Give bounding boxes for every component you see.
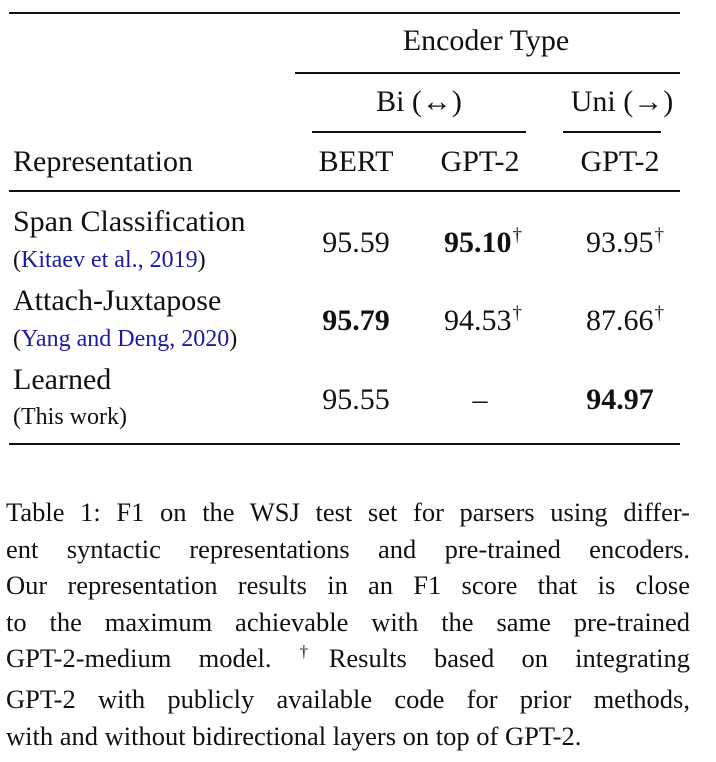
row-citation-kitaev[interactable]: (Kitaev et al., 2019) <box>13 247 206 273</box>
dagger-mark: † <box>654 303 665 324</box>
uni-header: Uni (→) <box>570 85 674 118</box>
dagger-mark: † <box>654 225 665 246</box>
row-note-this-work: (This work) <box>13 404 127 430</box>
caption-line: Our representation results in an F1 scor… <box>6 570 690 601</box>
table-caption: Table 1: F1 on the WSJ test set for pars… <box>6 494 690 754</box>
cell-attach-gpt2-uni: 87.66† <box>586 303 665 337</box>
gpt2-uni-column-header: GPT-2 <box>580 145 660 178</box>
cell-span-bert: 95.59 <box>322 226 390 259</box>
row-name-attach-juxtapose: Attach-Juxtapose <box>13 284 222 317</box>
cell-attach-gpt2-bi: 94.53† <box>444 303 523 337</box>
bert-column-header: BERT <box>318 145 394 178</box>
dagger-mark: † <box>299 642 329 662</box>
header-rule <box>9 190 680 192</box>
representation-header: Representation <box>13 145 193 178</box>
caption-line: with and without bidirectional layers on… <box>6 720 582 751</box>
encoder-type-underline <box>295 72 680 74</box>
cell-span-gpt2-uni: 93.95† <box>586 225 665 259</box>
dagger-mark: † <box>512 225 523 246</box>
caption-line: GPT-2-medium model. †Results based on in… <box>6 642 690 674</box>
caption-line: to the maximum achievable with the same … <box>6 606 690 637</box>
top-rule <box>9 12 680 14</box>
cell-learned-bert: 95.55 <box>322 383 390 416</box>
dagger-mark: † <box>512 303 523 324</box>
row-name-learned: Learned <box>13 363 112 396</box>
bi-header: Bi (↔) <box>376 85 462 118</box>
gpt2-bi-column-header: GPT-2 <box>440 145 520 178</box>
caption-line: GPT-2 with publicly available code for p… <box>6 683 690 714</box>
bottom-rule <box>9 443 680 445</box>
caption-line: ent syntactic representations and pre-tr… <box>6 533 690 564</box>
cell-attach-bert: 95.79 <box>322 304 390 337</box>
uni-underline <box>563 131 661 133</box>
caption-line: Table 1: F1 on the WSJ test set for pars… <box>6 497 690 527</box>
encoder-type-header: Encoder Type <box>402 24 570 57</box>
citation-link[interactable]: Yang and Deng, 2020 <box>21 326 230 352</box>
cell-learned-gpt2-uni: 94.97 <box>586 383 654 416</box>
citation-link[interactable]: Kitaev et al., 2019 <box>21 247 198 273</box>
row-citation-yang[interactable]: (Yang and Deng, 2020) <box>13 326 238 352</box>
cell-span-gpt2-bi: 95.10† <box>444 225 523 259</box>
bi-underline <box>312 131 526 133</box>
cell-learned-gpt2-bi: – <box>472 383 488 416</box>
row-name-span-classification: Span Classification <box>13 205 246 238</box>
